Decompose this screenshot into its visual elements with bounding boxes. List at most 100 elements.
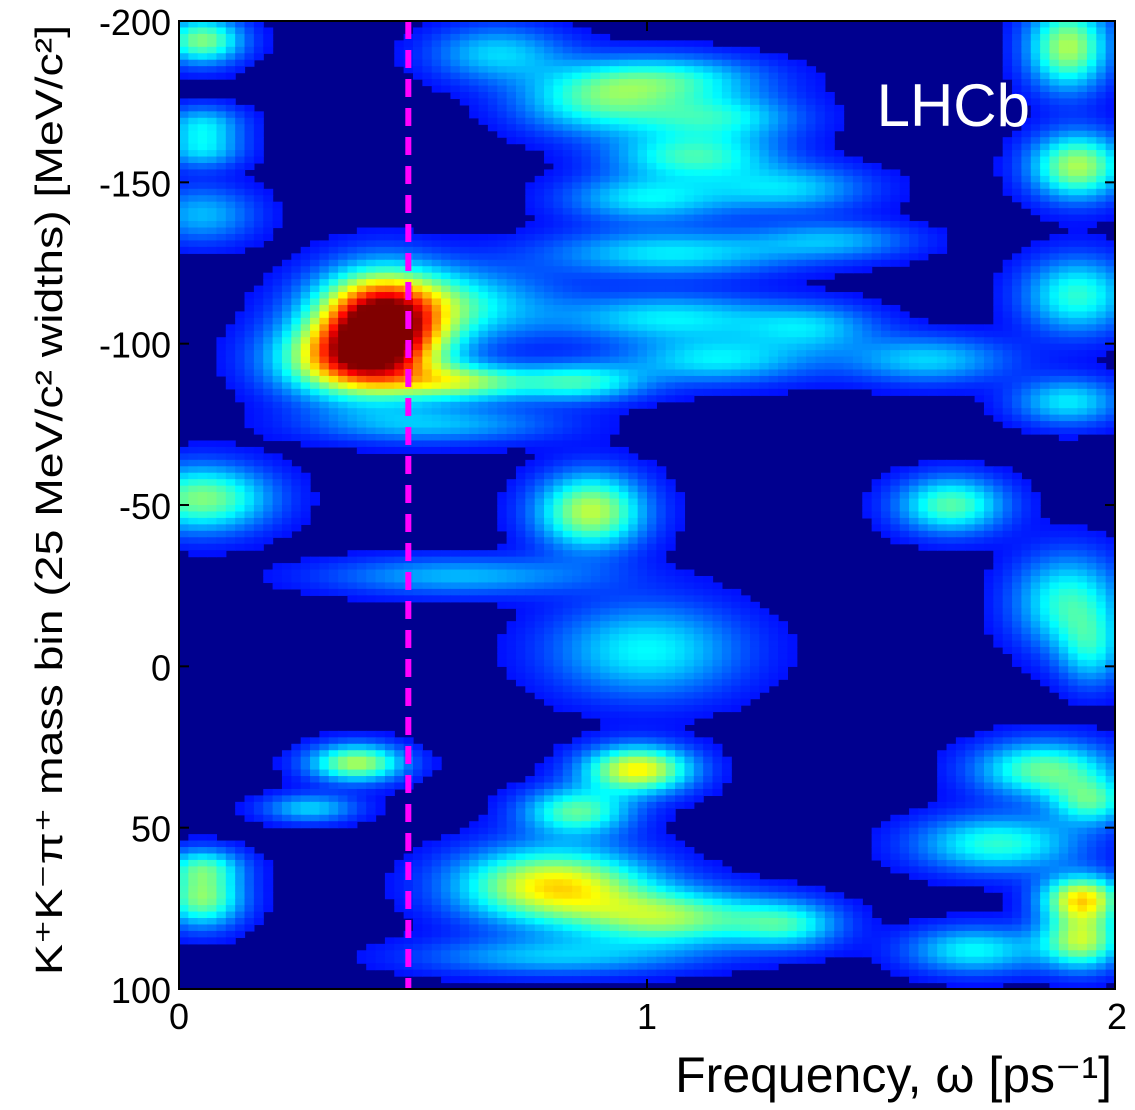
heatmap-cell [693,117,704,125]
heatmap-cell [740,350,751,358]
heatmap-cell [768,169,779,177]
heatmap-cell [356,285,367,293]
heatmap-cell [721,175,732,183]
heatmap-cell [965,498,976,506]
heatmap-cell [263,356,274,364]
heatmap-cell [787,79,798,87]
heatmap-cell [487,40,498,48]
heatmap-cell [478,446,489,454]
heatmap-cell [909,485,920,493]
heatmap-cell [759,279,770,287]
heatmap-cell [450,427,461,435]
heatmap-cell [703,221,714,229]
heatmap-cell [656,388,667,396]
heatmap-cell [590,285,601,293]
heatmap-cell [534,130,545,138]
heatmap-cell [515,382,526,390]
heatmap-cell [216,59,227,67]
heatmap-cell [1030,59,1041,67]
heatmap-cell [600,382,611,390]
heatmap-cell [712,343,723,351]
heatmap-cell [281,414,292,422]
heatmap-cell [1021,330,1032,338]
heatmap-cell [778,388,788,396]
heatmap-cell [515,292,526,300]
heatmap-cell [637,292,648,300]
heatmap-cell [413,350,423,358]
heatmap-cell [506,330,517,338]
heatmap-cell [375,285,386,293]
heatmap-cell [637,143,648,151]
heatmap-cell [721,111,732,119]
heatmap-cell [693,363,704,371]
heatmap-cell [881,356,891,364]
heatmap-cell [1096,401,1107,409]
heatmap-cell [562,59,573,67]
heatmap-cell [693,304,704,312]
heatmap-cell [834,201,845,209]
heatmap-cell [1105,40,1115,48]
heatmap-cell [244,453,255,461]
heatmap-cell [188,111,199,119]
heatmap-cell [478,240,489,248]
heatmap-cell [740,214,751,222]
heatmap-cell [562,266,573,274]
heatmap-cell [890,317,901,325]
heatmap-cell [759,343,770,351]
heatmap-cell [487,240,498,248]
heatmap-cell [478,395,489,403]
heatmap-cell [263,466,274,474]
heatmap-cell [263,511,274,519]
heatmap-cell [225,343,236,351]
heatmap-cell [909,221,920,229]
heatmap-cell [581,72,592,80]
heatmap-cell [609,324,620,332]
heatmap-cell [188,246,199,254]
heatmap-cell [637,162,648,171]
heatmap-cell [197,246,208,254]
heatmap-cell [721,156,732,164]
heatmap-cell [544,498,554,506]
heatmap-cell [815,350,826,358]
heatmap-cell [918,492,929,500]
heatmap-cell [1030,356,1041,364]
heatmap-cell [590,150,601,158]
heatmap-cell [384,246,395,254]
heatmap-cell [1002,369,1013,377]
heatmap-cell [207,124,218,132]
heatmap-cell [384,266,395,274]
heatmap-cell [1105,195,1115,203]
heatmap-cell [1012,59,1022,67]
heatmap-cell [525,330,536,338]
heatmap-cell [1068,117,1079,125]
heatmap-cell [712,337,723,345]
heatmap-cell [712,117,723,125]
heatmap-cell [179,505,189,513]
heatmap-cell [459,79,470,87]
heatmap-cell [749,311,760,319]
heatmap-cell [525,395,536,403]
heatmap-cell [721,150,732,158]
heatmap-cell [1105,343,1115,351]
heatmap-cell [188,59,199,67]
heatmap-cell [824,304,835,312]
heatmap-cell [272,505,283,513]
heatmap-cell [469,395,480,403]
heatmap-cell [553,337,564,345]
heatmap-cell [1096,111,1107,119]
heatmap-cell [422,292,433,300]
heatmap-cell [609,233,620,242]
heatmap-cell [235,511,246,519]
heatmap-cell [366,253,377,261]
heatmap-cell [778,91,788,100]
heatmap-cell [562,130,573,138]
heatmap-cell [553,214,564,222]
heatmap-cell [469,285,480,293]
heatmap-cell [487,66,498,74]
heatmap-cell [207,182,218,190]
heatmap-cell [637,382,648,390]
heatmap-cell [544,408,554,416]
heatmap-cell [806,182,817,190]
heatmap-cell [347,375,358,383]
heatmap-cell [1096,304,1107,312]
